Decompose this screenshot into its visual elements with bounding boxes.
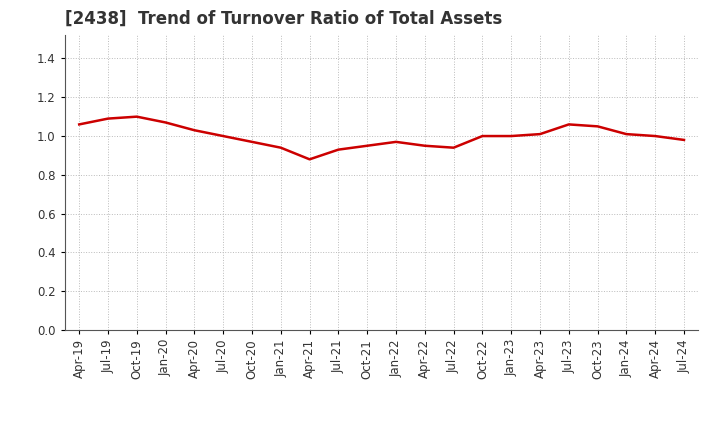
Text: [2438]  Trend of Turnover Ratio of Total Assets: [2438] Trend of Turnover Ratio of Total …	[65, 10, 502, 28]
